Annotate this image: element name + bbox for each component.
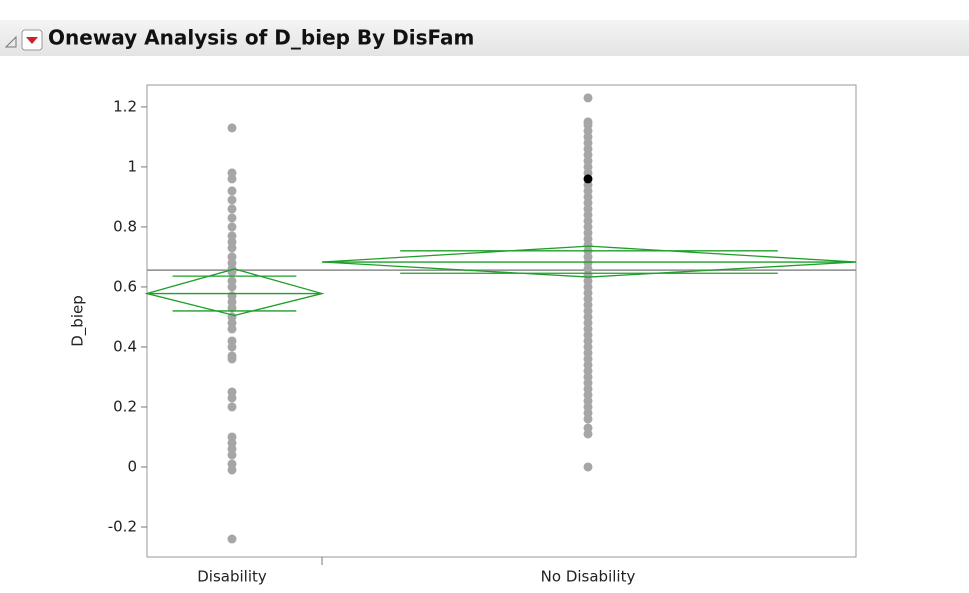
data-point — [227, 402, 237, 412]
header-bar — [0, 20, 969, 56]
data-point — [227, 450, 237, 460]
data-point — [227, 222, 237, 232]
y-tick-label: 1.2 — [113, 97, 137, 115]
data-point — [227, 123, 237, 133]
data-point — [227, 186, 237, 196]
y-tick-label: 0 — [127, 457, 137, 475]
data-point — [227, 243, 237, 253]
y-tick-label: 0.6 — [113, 277, 137, 295]
y-tick-label: 0.8 — [113, 217, 137, 235]
data-point — [583, 429, 593, 439]
data-point — [227, 174, 237, 184]
data-point — [227, 354, 237, 364]
y-axis-label: D_biep — [69, 295, 88, 347]
data-point — [583, 93, 593, 103]
collapse-icon[interactable] — [4, 35, 17, 48]
chart-title: Oneway Analysis of D_biep By DisFam — [48, 26, 474, 50]
data-point — [227, 213, 237, 223]
data-point — [227, 534, 237, 544]
selected-point — [583, 174, 593, 184]
menu-arrow — [26, 37, 38, 44]
data-point — [227, 465, 237, 475]
y-tick-label: 1 — [127, 157, 137, 175]
data-point — [227, 393, 237, 403]
data-point — [227, 195, 237, 205]
x-tick-label: Disability — [197, 568, 267, 586]
y-tick-label: 0.4 — [113, 337, 137, 355]
y-tick-label: -0.2 — [108, 517, 137, 535]
data-point — [227, 204, 237, 214]
y-tick-label: 0.2 — [113, 397, 137, 415]
x-tick-label: No Disability — [541, 568, 636, 586]
data-point — [227, 342, 237, 352]
data-point — [227, 303, 237, 313]
data-point — [227, 282, 237, 292]
data-point — [583, 414, 593, 424]
data-point — [227, 324, 237, 334]
data-point — [583, 462, 593, 472]
plot-frame — [146, 84, 857, 558]
